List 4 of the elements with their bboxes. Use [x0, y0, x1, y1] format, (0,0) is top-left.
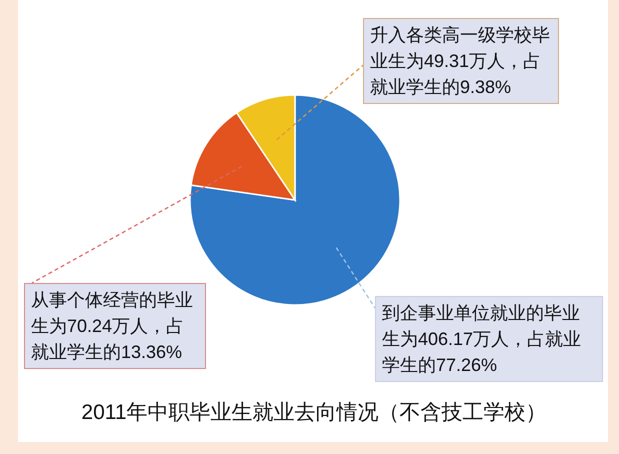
slice-label: 到企事业单位就业的毕业生为406.17万人，占就业学生的77.26%	[375, 296, 603, 382]
text: 2011年中职毕业生就业去向情况（不含技工学校）	[80, 400, 548, 426]
slice-label: 从事个体经营的毕业生为70.24万人，占就业学生的13.36%	[24, 283, 206, 370]
slice-label: 升入各类高一级学校毕业生为49.31万人，占就业学生的9.38%	[363, 18, 559, 104]
